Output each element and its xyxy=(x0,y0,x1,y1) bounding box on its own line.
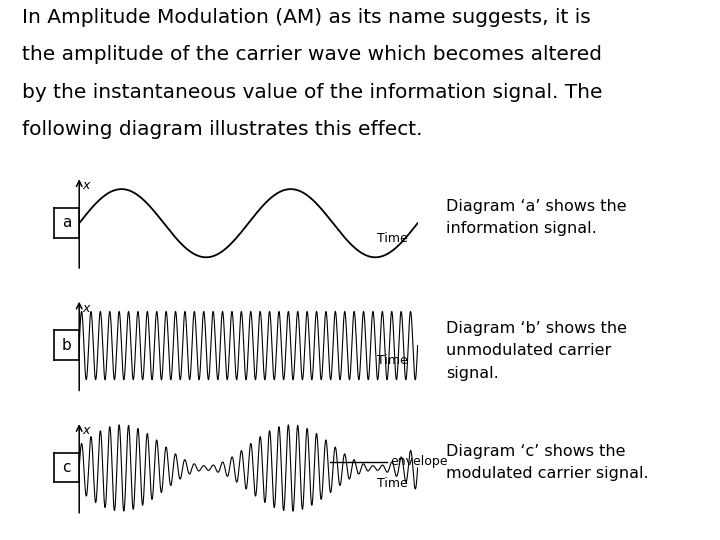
Text: Time: Time xyxy=(377,354,408,367)
Text: x: x xyxy=(83,179,90,192)
Text: b: b xyxy=(62,338,71,353)
Text: Time: Time xyxy=(377,232,408,245)
Text: Diagram ‘b’ shows the
unmodulated carrier
signal.: Diagram ‘b’ shows the unmodulated carrie… xyxy=(446,321,627,381)
Text: Diagram ‘c’ shows the
modulated carrier signal.: Diagram ‘c’ shows the modulated carrier … xyxy=(446,443,649,481)
Text: Diagram ‘a’ shows the
information signal.: Diagram ‘a’ shows the information signal… xyxy=(446,199,627,236)
Text: a: a xyxy=(62,215,71,230)
Text: x: x xyxy=(83,302,90,315)
Text: the amplitude of the carrier wave which becomes altered: the amplitude of the carrier wave which … xyxy=(22,45,602,64)
Text: In Amplitude Modulation (AM) as its name suggests, it is: In Amplitude Modulation (AM) as its name… xyxy=(22,8,590,27)
Text: x: x xyxy=(83,424,90,437)
Text: by the instantaneous value of the information signal. The: by the instantaneous value of the inform… xyxy=(22,83,602,102)
Text: c: c xyxy=(63,460,71,475)
Text: Time: Time xyxy=(377,477,408,490)
Text: following diagram illustrates this effect.: following diagram illustrates this effec… xyxy=(22,120,422,139)
Text: envelope: envelope xyxy=(390,455,448,468)
